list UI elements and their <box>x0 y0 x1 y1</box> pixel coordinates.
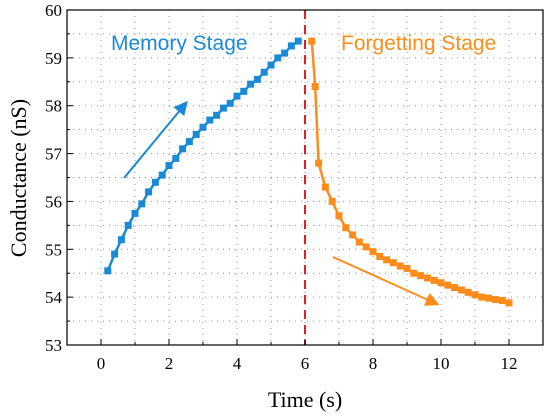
data-point <box>444 281 452 289</box>
y-tick-label: 56 <box>45 192 62 211</box>
y-tick-label: 59 <box>45 49 62 68</box>
data-point <box>213 111 221 119</box>
data-point <box>457 286 465 294</box>
y-tick-label: 55 <box>45 240 62 259</box>
data-point <box>478 293 486 301</box>
data-point <box>437 279 445 287</box>
data-point <box>376 252 384 260</box>
data-point <box>151 178 159 186</box>
ticks-layer: 0 2 4 6 8 10 12 53 54 55 56 57 58 59 60 <box>45 1 544 373</box>
y-tick-label: 58 <box>45 97 62 116</box>
data-point <box>383 256 391 264</box>
x-tick-label: 10 <box>433 354 450 373</box>
memory-stage-label: Memory Stage <box>111 32 248 55</box>
series-line <box>106 40 299 272</box>
data-point <box>219 104 227 112</box>
data-point <box>281 49 289 57</box>
data-point <box>267 61 275 69</box>
data-point <box>226 99 234 107</box>
data-point <box>471 291 479 299</box>
x-tick-label: 12 <box>501 354 518 373</box>
data-point <box>206 116 214 124</box>
data-point <box>315 159 323 167</box>
data-point <box>240 87 248 95</box>
data-point <box>362 243 370 251</box>
grid-lines <box>66 9 544 346</box>
data-point <box>247 80 255 88</box>
data-point <box>124 221 132 229</box>
data-point <box>485 294 493 302</box>
data-point <box>158 171 166 179</box>
x-tick-label: 6 <box>301 354 310 373</box>
data-point <box>396 262 404 270</box>
forgetting-stage-label: Forgetting Stage <box>341 32 496 55</box>
data-point <box>355 238 363 246</box>
y-tick-label: 60 <box>45 1 62 20</box>
data-point <box>311 83 319 91</box>
series-layer <box>104 37 513 307</box>
y-axis-title: Conductance (nS) <box>6 99 31 257</box>
y-tick-label: 53 <box>45 336 62 355</box>
data-point <box>111 250 119 258</box>
data-point <box>294 37 302 45</box>
data-point <box>145 188 153 196</box>
data-point <box>308 37 316 45</box>
data-point <box>498 296 506 304</box>
data-point <box>192 130 200 138</box>
data-point <box>451 284 459 292</box>
forgetting-trend-arrow <box>332 256 440 306</box>
data-point <box>410 269 418 277</box>
data-point <box>321 183 329 191</box>
data-point <box>403 264 411 272</box>
data-point <box>328 197 336 205</box>
x-tick-label: 0 <box>97 354 106 373</box>
x-tick-label: 4 <box>233 354 242 373</box>
data-point <box>491 296 499 304</box>
data-point <box>389 259 397 267</box>
data-point <box>260 68 268 76</box>
data-point <box>131 209 139 217</box>
data-point <box>464 288 472 296</box>
data-point <box>117 236 125 244</box>
data-point <box>199 123 207 131</box>
data-point <box>179 145 187 153</box>
x-axis-title: Time (s) <box>268 387 342 412</box>
series-line <box>310 41 510 305</box>
data-point <box>505 299 513 307</box>
data-point <box>335 212 343 220</box>
x-tick-label: 8 <box>369 354 378 373</box>
data-point <box>138 200 146 208</box>
data-point <box>165 162 173 170</box>
data-point <box>342 224 350 232</box>
data-point <box>104 267 112 275</box>
memory-trend-arrow <box>123 100 188 179</box>
data-point <box>349 231 357 239</box>
data-point <box>430 276 438 284</box>
data-point <box>185 138 193 146</box>
data-point <box>417 272 425 280</box>
data-point <box>369 248 377 256</box>
data-point <box>274 54 282 62</box>
data-point <box>172 154 180 162</box>
data-point <box>253 75 261 83</box>
y-tick-label: 57 <box>45 145 63 164</box>
data-point <box>233 92 241 100</box>
y-tick-label: 54 <box>45 288 63 307</box>
data-point <box>287 42 295 50</box>
data-point <box>423 274 431 282</box>
x-tick-label: 2 <box>165 354 174 373</box>
